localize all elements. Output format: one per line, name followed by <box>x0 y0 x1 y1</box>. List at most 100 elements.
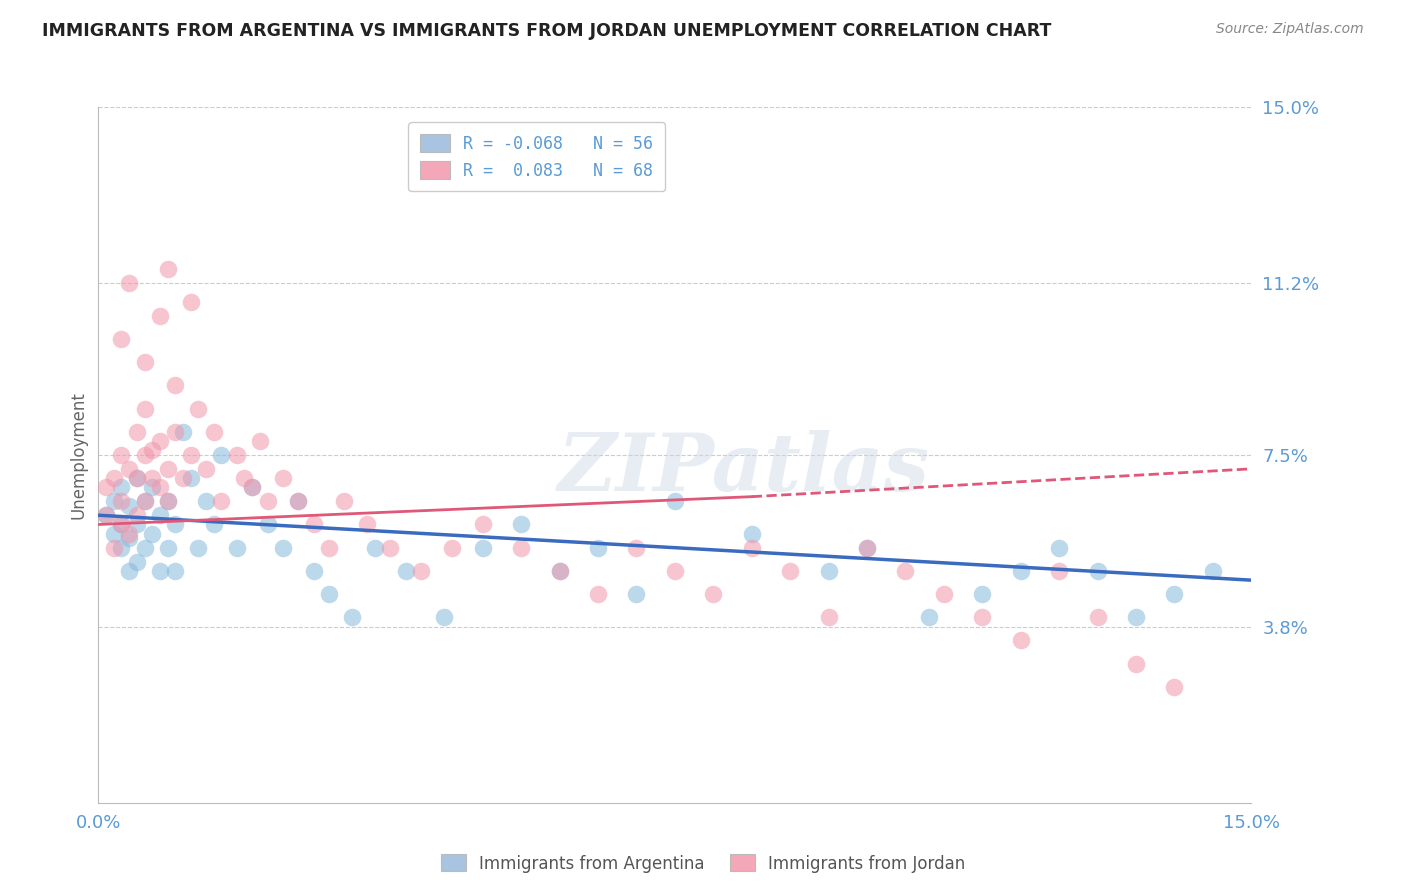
Point <box>165 517 187 532</box>
Point <box>471 541 494 555</box>
Point <box>548 564 571 578</box>
Point <box>110 517 132 532</box>
Point <box>195 494 218 508</box>
Point <box>149 434 172 448</box>
Point <box>856 541 879 555</box>
Point <box>302 517 325 532</box>
Point <box>225 541 247 555</box>
Point <box>318 541 340 555</box>
Point <box>249 434 271 448</box>
Point <box>340 610 363 624</box>
Point <box>626 587 648 601</box>
Point <box>141 526 163 541</box>
Point <box>125 555 148 569</box>
Point <box>240 480 263 494</box>
Point <box>1047 564 1070 578</box>
Point <box>271 541 294 555</box>
Point <box>195 462 218 476</box>
Point <box>141 471 163 485</box>
Point <box>187 401 209 416</box>
Point <box>779 564 801 578</box>
Point <box>287 494 309 508</box>
Point <box>134 541 156 555</box>
Point <box>364 541 387 555</box>
Point <box>141 443 163 458</box>
Point <box>180 471 202 485</box>
Point <box>225 448 247 462</box>
Point <box>180 294 202 309</box>
Point <box>156 494 179 508</box>
Point <box>318 587 340 601</box>
Point <box>165 378 187 392</box>
Point <box>118 499 141 513</box>
Point <box>510 541 533 555</box>
Point <box>156 494 179 508</box>
Text: ZIPatlas: ZIPatlas <box>558 430 931 508</box>
Point <box>256 517 278 532</box>
Point <box>287 494 309 508</box>
Point <box>395 564 418 578</box>
Point <box>209 448 232 462</box>
Point <box>1047 541 1070 555</box>
Y-axis label: Unemployment: Unemployment <box>69 391 87 519</box>
Point <box>125 517 148 532</box>
Point <box>972 587 994 601</box>
Point <box>209 494 232 508</box>
Point <box>856 541 879 555</box>
Point <box>118 564 141 578</box>
Point <box>1202 564 1225 578</box>
Point <box>586 541 609 555</box>
Point <box>741 541 763 555</box>
Legend: Immigrants from Argentina, Immigrants from Jordan: Immigrants from Argentina, Immigrants fr… <box>434 847 972 880</box>
Point <box>165 425 187 439</box>
Point <box>103 526 125 541</box>
Point <box>1010 564 1032 578</box>
Point <box>817 564 839 578</box>
Point <box>1010 633 1032 648</box>
Point <box>510 517 533 532</box>
Point <box>165 564 187 578</box>
Point <box>110 332 132 346</box>
Point <box>149 508 172 523</box>
Point <box>103 494 125 508</box>
Point <box>110 494 132 508</box>
Point <box>110 448 132 462</box>
Point <box>240 480 263 494</box>
Point <box>433 610 456 624</box>
Point <box>202 425 225 439</box>
Point <box>94 480 117 494</box>
Point <box>110 541 132 555</box>
Text: Source: ZipAtlas.com: Source: ZipAtlas.com <box>1216 22 1364 37</box>
Point <box>141 480 163 494</box>
Point <box>440 541 463 555</box>
Point <box>103 471 125 485</box>
Point <box>134 355 156 369</box>
Point <box>548 564 571 578</box>
Point <box>741 526 763 541</box>
Point <box>187 541 209 555</box>
Point <box>1125 610 1147 624</box>
Point <box>110 480 132 494</box>
Point <box>125 508 148 523</box>
Point <box>333 494 356 508</box>
Point <box>256 494 278 508</box>
Point <box>1125 657 1147 671</box>
Point <box>118 526 141 541</box>
Point <box>664 494 686 508</box>
Point <box>894 564 917 578</box>
Point <box>134 401 156 416</box>
Point <box>110 517 132 532</box>
Point <box>149 564 172 578</box>
Point <box>125 425 148 439</box>
Point <box>94 508 117 523</box>
Point <box>271 471 294 485</box>
Point <box>380 541 402 555</box>
Point <box>1087 610 1109 624</box>
Point <box>172 425 194 439</box>
Point <box>202 517 225 532</box>
Point <box>1087 564 1109 578</box>
Point <box>156 262 179 277</box>
Point <box>134 448 156 462</box>
Point <box>302 564 325 578</box>
Point <box>702 587 724 601</box>
